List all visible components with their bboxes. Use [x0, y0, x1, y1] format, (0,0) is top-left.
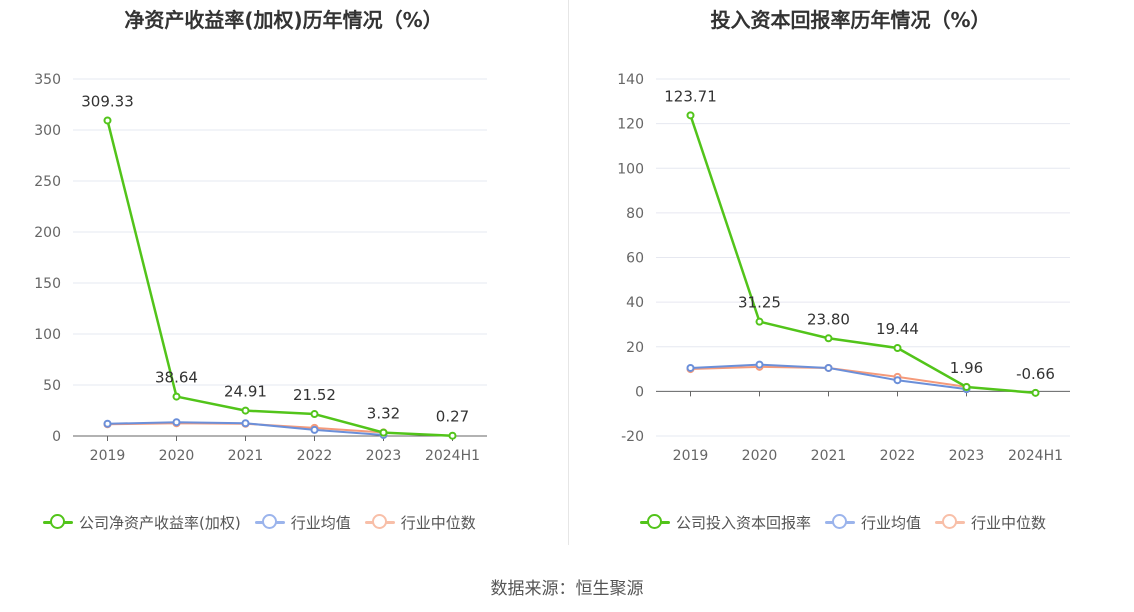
x-tick-label: 2020 [742, 448, 778, 464]
legend-item-company-roe[interactable]: 公司净资产收益率(加权) [43, 512, 241, 533]
y-tick-label: 250 [34, 174, 61, 190]
series-company-point[interactable] [103, 116, 112, 125]
legend-label: 行业均值 [290, 513, 351, 532]
x-tick-label: 2019 [673, 448, 709, 464]
roic-legend: 公司投入资本回报率 行业均值 行业中位数 [640, 510, 1060, 534]
legend-label: 行业中位数 [971, 513, 1047, 532]
legend-marker-avg [254, 514, 285, 530]
y-tick-label: 20 [626, 340, 644, 356]
chart-title-roic: 投入资本回报率历年情况（%） [710, 8, 991, 32]
legend-item-industry-avg[interactable]: 行业均值 [254, 512, 351, 533]
y-tick-label: 80 [626, 206, 644, 222]
series-industry-avg-point[interactable] [310, 425, 319, 434]
series-company-point[interactable] [1031, 388, 1040, 397]
series-company-line [106, 120, 453, 437]
series-industry-avg-point[interactable] [824, 363, 833, 372]
x-tick-label: 2020 [159, 448, 195, 464]
legend-item-industry-median[interactable]: 行业中位数 [364, 512, 476, 533]
x-tick-label: 2024H1 [425, 448, 480, 464]
data-label: 23.80 [807, 310, 850, 328]
data-label: 0.27 [436, 408, 469, 426]
data-label: 309.33 [81, 92, 134, 110]
legend-item-industry-avg[interactable]: 行业均值 [825, 512, 921, 533]
series-company-point[interactable] [310, 410, 319, 419]
y-tick-label: 350 [34, 72, 61, 88]
legend-marker-company [43, 514, 73, 530]
y-tick-label: 200 [34, 225, 61, 241]
series-company-point[interactable] [379, 428, 388, 437]
data-label: 19.44 [876, 320, 919, 338]
legend-marker-median [935, 514, 966, 530]
series-industry-avg-point[interactable] [241, 419, 250, 428]
y-tick-label: 0 [635, 384, 644, 400]
data-label: 31.25 [738, 294, 781, 312]
x-tick-label: 2022 [880, 448, 916, 464]
y-tick-label: 100 [617, 161, 644, 177]
y-tick-label: -20 [621, 429, 644, 445]
data-label: 123.71 [664, 87, 717, 105]
x-tick-label: 2021 [228, 448, 264, 464]
x-tick-label: 2023 [366, 448, 402, 464]
roic-chart: -20 0 20 40 60 80 100 120 140 2019 2020 2021 2022 202… [617, 72, 1070, 464]
series-industry-avg-point[interactable] [755, 360, 764, 369]
y-tick-label: 60 [626, 251, 644, 267]
series-company-point[interactable] [755, 317, 764, 326]
roe-legend: 公司净资产收益率(加权) 行业均值 行业中位数 [43, 510, 490, 534]
series-company-point[interactable] [686, 111, 695, 120]
legend-label: 公司净资产收益率(加权) [79, 513, 241, 532]
series-industry-avg-point[interactable] [893, 376, 902, 385]
data-label: 1.96 [950, 359, 983, 377]
series-industry-avg-point[interactable] [103, 419, 112, 428]
series-company-point[interactable] [824, 334, 833, 343]
y-tick-label: 150 [34, 276, 61, 292]
data-label: 24.91 [224, 383, 267, 401]
data-label: 38.64 [155, 369, 198, 387]
series-company-point[interactable] [448, 431, 457, 440]
legend-marker-avg [825, 514, 856, 530]
legend-label: 公司投入资本回报率 [676, 513, 812, 532]
series-company-point[interactable] [962, 383, 971, 392]
series-company-point[interactable] [241, 406, 250, 415]
series-industry-avg-point[interactable] [686, 363, 695, 372]
data-label: 3.32 [367, 405, 400, 423]
legend-marker-company [640, 514, 670, 530]
legend-marker-median [364, 514, 395, 530]
legend-item-company-roic[interactable]: 公司投入资本回报率 [640, 512, 811, 533]
panel-divider [568, 0, 569, 545]
y-tick-label: 50 [43, 378, 61, 394]
series-company-point[interactable] [893, 343, 902, 352]
data-source-note: 数据来源：恒生聚源 [490, 579, 644, 599]
legend-label: 行业均值 [861, 513, 922, 532]
data-label: 21.52 [293, 386, 336, 404]
y-tick-label: 140 [617, 72, 644, 88]
x-tick-label: 2024H1 [1008, 448, 1063, 464]
y-tick-label: 40 [626, 295, 644, 311]
y-tick-label: 300 [34, 123, 61, 139]
x-tick-label: 2022 [297, 448, 333, 464]
legend-label: 行业中位数 [400, 513, 476, 532]
series-company-point[interactable] [172, 392, 181, 401]
x-tick-label: 2019 [90, 448, 126, 464]
roe-chart: 0 50 100 150 200 250 300 350 2019 2020 2021 2022 202… [34, 72, 487, 464]
x-tick-label: 2023 [949, 448, 985, 464]
y-tick-label: 0 [52, 429, 61, 445]
series-industry-avg-point[interactable] [172, 418, 181, 427]
legend-item-industry-median[interactable]: 行业中位数 [935, 512, 1046, 533]
x-tick-label: 2021 [811, 448, 847, 464]
series-company-line [689, 114, 1036, 395]
y-tick-label: 120 [617, 117, 644, 133]
chart-title-roe: 净资产收益率(加权)历年情况（%） [124, 8, 443, 32]
data-label: -0.66 [1016, 365, 1055, 383]
y-tick-label: 100 [34, 327, 61, 343]
